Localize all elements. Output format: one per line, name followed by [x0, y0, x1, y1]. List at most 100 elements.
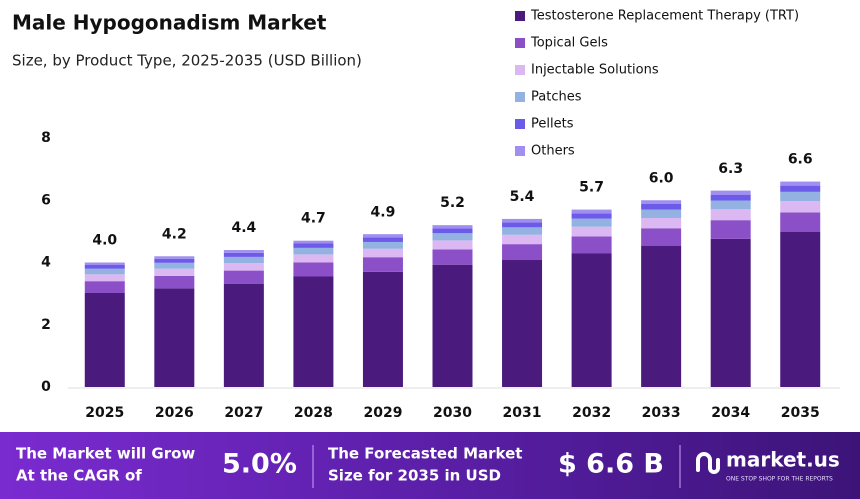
brand-logo — [696, 452, 720, 474]
total-label: 4.9 — [371, 204, 396, 220]
bar-segment — [293, 262, 334, 277]
x-tick-label: 2034 — [711, 405, 750, 421]
bar-segment — [432, 264, 473, 387]
y-tick-label: 2 — [41, 317, 51, 333]
bar-segment — [571, 236, 612, 254]
total-label: 6.3 — [718, 161, 743, 177]
legend-label: Injectable Solutions — [531, 63, 659, 78]
y-tick-label: 0 — [41, 379, 51, 395]
bar-segment — [502, 222, 543, 228]
bar-segment — [362, 257, 403, 272]
bar-segment — [710, 200, 751, 210]
bar-segment — [84, 268, 125, 275]
x-tick-label: 2033 — [642, 405, 681, 421]
legend-label: Testosterone Replacement Therapy (TRT) — [530, 9, 799, 24]
legend-swatch — [515, 92, 525, 102]
x-tick-label: 2031 — [503, 405, 542, 421]
y-tick-label: 8 — [41, 130, 51, 146]
total-label: 4.7 — [301, 211, 326, 227]
bar-segment — [502, 218, 543, 223]
bar-segment — [223, 256, 264, 264]
bar-segment — [710, 238, 751, 387]
bar-segment — [154, 258, 195, 263]
x-tick-label: 2035 — [781, 405, 820, 421]
y-tick-label: 6 — [41, 192, 51, 208]
footer-forecast-text: The Forecasted Market — [328, 445, 522, 463]
bar-segment — [154, 268, 195, 276]
bar-segment — [432, 225, 473, 229]
x-tick-label: 2029 — [363, 405, 402, 421]
total-label: 5.2 — [440, 195, 465, 211]
footer-forecast-text: Size for 2035 in USD — [328, 467, 501, 485]
footer-cagr-text: The Market will Grow — [16, 445, 195, 463]
bar-segment — [223, 252, 264, 257]
legend-label: Patches — [531, 90, 582, 105]
bar-segment — [710, 190, 751, 195]
bar-segment — [154, 288, 195, 387]
legend-label: Others — [531, 144, 575, 159]
bar-segment — [154, 256, 195, 259]
legend-label: Topical Gels — [530, 36, 608, 51]
footer-forecast-value: $ 6.6 B — [558, 449, 664, 480]
bar-segment — [780, 201, 821, 213]
bar-segment — [293, 254, 334, 263]
y-tick-label: 4 — [41, 255, 51, 271]
bar-segment — [362, 248, 403, 258]
bar-segment — [84, 264, 125, 269]
x-tick-label: 2027 — [224, 405, 263, 421]
bar-segment — [641, 217, 682, 229]
bar-segment — [502, 227, 543, 235]
total-label: 6.6 — [788, 152, 813, 168]
bar-segment — [362, 234, 403, 238]
legend-swatch — [515, 146, 525, 156]
bar-segment — [571, 226, 612, 237]
legend-swatch — [515, 65, 525, 75]
legend-swatch — [515, 38, 525, 48]
bar-segment — [362, 237, 403, 242]
bar-segment — [223, 283, 264, 387]
bar-segment — [502, 234, 543, 245]
bar-segment — [571, 253, 612, 387]
bar-segment — [571, 213, 612, 219]
bar-segment — [780, 181, 821, 186]
bar-segment — [780, 191, 821, 202]
bar-segment — [362, 241, 403, 249]
bar-segment — [780, 231, 821, 387]
x-tick-label: 2028 — [294, 405, 333, 421]
bar-segment — [780, 212, 821, 232]
footer-cagr-text: At the CAGR of — [16, 467, 142, 485]
x-tick-label: 2026 — [155, 405, 194, 421]
total-label: 6.0 — [649, 170, 674, 186]
brand-name: market.us — [726, 448, 840, 472]
bar-segment — [641, 209, 682, 218]
bar-segment — [293, 276, 334, 387]
bar-segment — [502, 260, 543, 387]
bar-segment — [223, 270, 264, 284]
bar-segment — [502, 244, 543, 261]
bar-segment — [293, 243, 334, 248]
bar-segment — [293, 240, 334, 244]
bar-segment — [84, 262, 125, 265]
bar-segment — [432, 240, 473, 250]
bar-segment — [641, 228, 682, 247]
bar-segment — [84, 274, 125, 282]
legend-swatch — [515, 11, 525, 21]
x-tick-label: 2025 — [85, 405, 124, 421]
total-label: 4.0 — [92, 233, 117, 249]
bar-segment — [641, 200, 682, 204]
bar-segment — [641, 246, 682, 387]
bar-segment — [293, 247, 334, 255]
bar-segment — [641, 203, 682, 210]
bar-segment — [154, 275, 195, 289]
chart-title: Male Hypogonadism Market — [12, 11, 327, 35]
bar-segment — [571, 218, 612, 227]
bar-segment — [362, 271, 403, 387]
x-tick-label: 2032 — [572, 405, 611, 421]
bar-segment — [432, 228, 473, 234]
footer-cagr-value: 5.0% — [222, 449, 297, 480]
total-label: 4.2 — [162, 226, 187, 242]
total-label: 4.4 — [231, 220, 256, 236]
bar-segment — [223, 263, 264, 271]
